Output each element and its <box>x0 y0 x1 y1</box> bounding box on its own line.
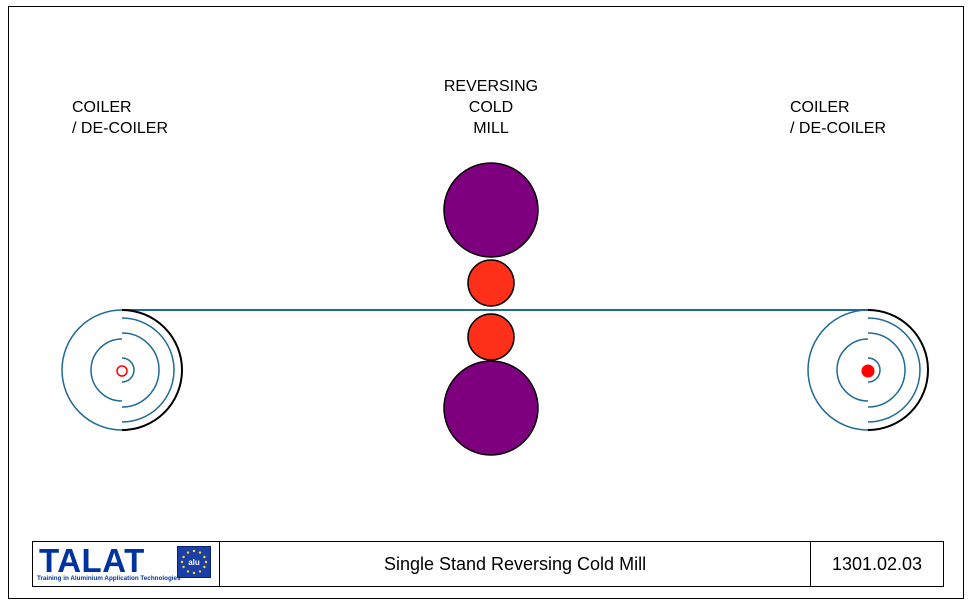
left-coil-arc-inner-right <box>121 332 160 408</box>
talat-logo: TALAT alu Training in Aluminium Applicat… <box>33 542 220 586</box>
logo-badge-text: alu <box>188 558 200 567</box>
mill-label: REVERSING COLD MILL <box>421 76 561 139</box>
right-coil-wrap <box>867 309 929 431</box>
talat-logo-subtitle: Training in Aluminium Application Techno… <box>37 575 181 582</box>
top-backup-roll <box>443 162 539 258</box>
left-coil <box>61 309 183 431</box>
bottom-backup-roll <box>443 360 539 456</box>
bottom-work-roll <box>467 313 515 361</box>
left-coiler-label-line-1: COILER <box>72 99 132 116</box>
right-coil-arc-inner-right <box>867 332 906 408</box>
right-coil-center <box>861 364 875 378</box>
slide-code: 1301.02.03 <box>831 553 923 574</box>
right-coiler-label: COILER / DE-COILER <box>790 97 886 139</box>
slide-title: Single Stand Reversing Cold Mill <box>220 542 811 586</box>
left-coil-winding-1 <box>121 317 175 371</box>
eu-stars-flag-icon: alu <box>177 546 211 578</box>
slide-frame <box>8 6 964 599</box>
right-coil-winding-1 <box>867 317 921 371</box>
footer-bar: TALAT alu Training in Aluminium Applicat… <box>32 541 944 587</box>
left-coil-center <box>116 365 128 377</box>
right-coil-arc-inner-left <box>836 338 869 402</box>
left-coil-wrap <box>121 309 183 431</box>
mill-label-line-3: MILL <box>473 120 509 137</box>
right-coil-arc-core <box>867 357 881 383</box>
top-work-roll <box>467 259 515 307</box>
left-coil-arc-inner-left <box>90 338 123 402</box>
right-coiler-label-line-1: COILER <box>790 99 850 116</box>
mill-label-line-1: REVERSING <box>443 78 539 95</box>
left-coiler-label: COILER / DE-COILER <box>72 97 168 139</box>
mill-label-line-2: COLD <box>468 99 514 116</box>
right-coiler-label-line-2: / DE-COILER <box>790 120 887 137</box>
left-coil-winding-2 <box>121 369 175 423</box>
right-coil-winding-2 <box>867 369 921 423</box>
left-coil-arc-core <box>121 357 135 383</box>
talat-logo-text: TALAT <box>39 542 145 579</box>
left-coiler-label-line-2: / DE-COILER <box>72 120 169 137</box>
right-coil <box>807 309 929 431</box>
